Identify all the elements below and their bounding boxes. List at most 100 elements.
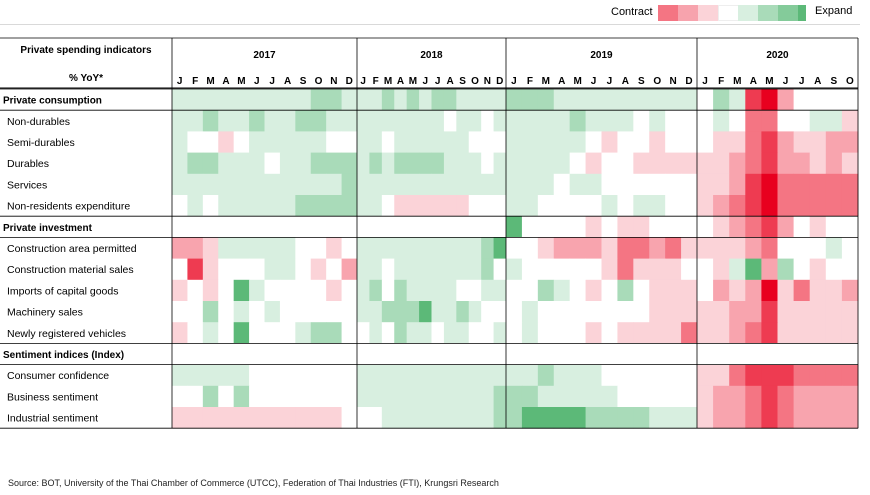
heatmap-cell <box>295 385 312 408</box>
heatmap-cell <box>537 343 555 365</box>
month-label: A <box>750 76 757 87</box>
heatmap-cell <box>506 385 523 408</box>
heatmap-cell <box>249 407 265 429</box>
heatmap-cell <box>279 195 296 217</box>
month-label: F <box>373 76 379 87</box>
heatmap-cell <box>665 89 682 111</box>
heatmap-cell <box>493 407 507 429</box>
heatmap-cell <box>431 131 445 153</box>
heatmap-cell <box>233 131 250 153</box>
heatmap-cell <box>341 152 358 175</box>
heatmap-cell <box>394 131 408 153</box>
month-label: M <box>765 76 773 87</box>
heatmap-cell <box>202 258 219 281</box>
heatmap-cell <box>777 237 794 259</box>
heatmap-cell <box>793 343 811 365</box>
month-label: A <box>622 76 629 87</box>
heatmap-cell <box>809 385 827 408</box>
heatmap-cell <box>729 131 746 153</box>
heatmap-cell <box>553 364 571 387</box>
heatmap-cell <box>218 216 235 238</box>
heatmap-cell <box>295 343 312 365</box>
row-label: Industrial sentiment <box>7 413 98 425</box>
row-label: Non-durables <box>7 116 70 128</box>
month-label: F <box>192 76 198 87</box>
heatmap-cell <box>456 152 470 175</box>
heatmap-cell <box>326 110 342 132</box>
heatmap-cell <box>249 131 265 153</box>
row-label: Business sentiment <box>7 391 98 403</box>
heatmap-cell <box>617 258 634 281</box>
heatmap-cell <box>468 110 482 132</box>
heatmap-cell <box>521 195 539 217</box>
heatmap-cell <box>431 301 445 323</box>
heatmap-cell <box>649 152 666 175</box>
heatmap-cell <box>617 131 634 153</box>
heatmap-cell <box>310 301 327 323</box>
source-note: Source: BOT, University of the Thai Cham… <box>8 478 499 488</box>
heatmap-cell <box>745 322 762 344</box>
heatmap-cell <box>310 173 327 196</box>
heatmap-cell <box>585 195 602 217</box>
heatmap-cell <box>264 89 281 111</box>
heatmap-cell <box>617 301 634 323</box>
heatmap-cell <box>649 343 666 365</box>
heatmap-cell <box>745 343 762 365</box>
heatmap-cell <box>481 237 494 259</box>
heatmap-cell <box>481 364 494 387</box>
heatmap-cell <box>264 322 281 344</box>
heatmap-cell <box>406 279 420 302</box>
heatmap-cell <box>394 110 408 132</box>
heatmap-cell <box>394 258 408 281</box>
heatmap-cell <box>681 152 698 175</box>
heatmap-cell <box>809 343 827 365</box>
heatmap-cell <box>468 131 482 153</box>
heatmap-cell <box>295 237 312 259</box>
heatmap-cell <box>357 301 370 323</box>
heatmap-cell <box>172 385 188 408</box>
heatmap-cell <box>713 152 730 175</box>
heatmap-cell <box>341 301 358 323</box>
heatmap-cell <box>233 301 250 323</box>
heatmap-cell <box>649 110 666 132</box>
heatmap-cell <box>481 258 494 281</box>
heatmap-cell <box>729 173 746 196</box>
heatmap-cell <box>729 301 746 323</box>
heatmap-cell <box>761 237 778 259</box>
heatmap-cell <box>431 258 445 281</box>
legend-swatch <box>698 5 718 21</box>
heatmap-cell <box>553 89 571 111</box>
heatmap-cell <box>841 322 859 344</box>
heatmap-cell <box>665 173 682 196</box>
heatmap-cell <box>809 216 827 238</box>
heatmap-cell <box>617 195 634 217</box>
heatmap-cell <box>381 343 395 365</box>
heatmap-cell <box>697 258 714 281</box>
heatmap-cell <box>481 173 494 196</box>
heatmap-cell <box>825 89 843 111</box>
heatmap-cell <box>809 407 827 429</box>
heatmap-cell <box>585 237 602 259</box>
heatmap-cell <box>493 385 507 408</box>
heatmap-cell <box>295 173 312 196</box>
heatmap-cell <box>481 385 494 408</box>
heatmap-cell <box>633 216 650 238</box>
month-label: J <box>423 76 429 87</box>
heatmap-cell <box>825 173 843 196</box>
heatmap-cell <box>793 237 811 259</box>
heatmap-cell <box>601 173 618 196</box>
heatmap-cell <box>369 89 383 111</box>
heatmap-cell <box>326 301 342 323</box>
heatmap-cell <box>761 131 778 153</box>
heatmap-cell <box>665 216 682 238</box>
heatmap-cell <box>187 131 204 153</box>
heatmap-cell <box>493 322 507 344</box>
heatmap-cell <box>809 258 827 281</box>
heatmap-cell <box>633 322 650 344</box>
heatmap-cell <box>521 131 539 153</box>
heatmap-cell <box>279 131 296 153</box>
heatmap-cell <box>202 364 219 387</box>
heatmap-cell <box>825 131 843 153</box>
heatmap-cell <box>326 407 342 429</box>
month-label: A <box>558 76 565 87</box>
